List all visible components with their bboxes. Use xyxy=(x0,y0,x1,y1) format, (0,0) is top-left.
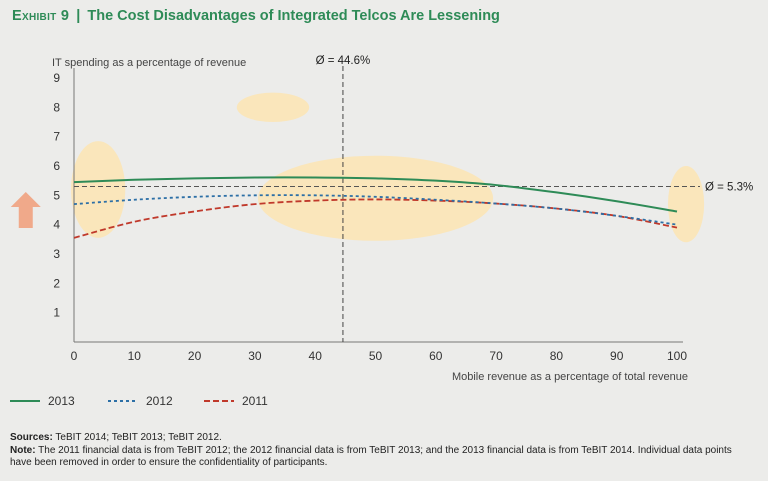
highlight-ellipse-2 xyxy=(236,92,310,123)
series-layer xyxy=(73,176,678,239)
y-tick-label: 6 xyxy=(53,159,60,173)
x-tick-label: 100 xyxy=(667,349,687,363)
sources-text: TeBIT 2014; TeBIT 2013; TeBIT 2012. xyxy=(52,432,222,443)
x-axis-title: Mobile revenue as a percentage of total … xyxy=(452,371,688,383)
x-tick-label: 30 xyxy=(248,349,262,363)
series-line-2013 xyxy=(73,176,678,213)
sources-label: Sources: xyxy=(10,432,53,443)
note-label: Note: xyxy=(10,444,36,456)
x-tick-label: 10 xyxy=(128,349,142,363)
legend-label-2013: 2013 xyxy=(48,394,75,408)
legend-label-2012: 2012 xyxy=(146,394,173,408)
highlight-ellipse-4 xyxy=(667,166,705,243)
trend-up-arrow-icon xyxy=(10,192,41,228)
x-tick-label: 20 xyxy=(188,349,202,363)
highlight-layer xyxy=(10,92,705,243)
horizontal-average-label: Ø = 5.3% xyxy=(705,182,753,194)
x-tick-label: 0 xyxy=(71,349,78,363)
y-axis-title: IT spending as a percentage of revenue xyxy=(52,57,246,69)
y-tick-label: 3 xyxy=(53,247,60,261)
vertical-average-label: Ø = 44.6% xyxy=(316,55,371,67)
y-tick-label: 9 xyxy=(53,71,60,85)
legend: 2013 2012 2011 xyxy=(10,394,268,408)
y-tick-label: 8 xyxy=(53,100,60,114)
highlight-ellipse-1 xyxy=(70,141,126,238)
y-tick-label: 5 xyxy=(53,188,60,202)
note-line: Note: The 2011 financial data is from Te… xyxy=(10,445,750,470)
x-tick-label: 60 xyxy=(429,349,443,363)
exhibit-label: Exhibit 9 xyxy=(12,8,70,24)
x-tick-label: 90 xyxy=(610,349,624,363)
y-tick-label: 4 xyxy=(53,218,60,232)
axes-layer xyxy=(73,68,683,343)
series-line-2012 xyxy=(73,194,678,226)
title-text: The Cost Disadvantages of Integrated Tel… xyxy=(87,8,500,24)
x-tick-label: 80 xyxy=(550,349,564,363)
chart-footer: Sources: TeBIT 2014; TeBIT 2013; TeBIT 2… xyxy=(10,432,750,470)
reference-lines xyxy=(74,66,700,342)
highlight-ellipse-3 xyxy=(257,155,494,241)
note-text: The 2011 financial data is from TeBIT 20… xyxy=(10,444,732,469)
exhibit-title: Exhibit 9 | The Cost Disadvantages of In… xyxy=(12,8,500,24)
y-tick-label: 7 xyxy=(53,130,60,144)
y-tick-label: 1 xyxy=(53,306,60,320)
x-tick-label: 70 xyxy=(489,349,503,363)
x-tick-label: 40 xyxy=(309,349,323,363)
y-tick-label: 2 xyxy=(53,276,60,290)
legend-label-2011: 2011 xyxy=(242,394,268,408)
x-tick-label: 50 xyxy=(369,349,383,363)
title-separator: | xyxy=(76,8,81,24)
sources-line: Sources: TeBIT 2014; TeBIT 2013; TeBIT 2… xyxy=(10,432,750,445)
